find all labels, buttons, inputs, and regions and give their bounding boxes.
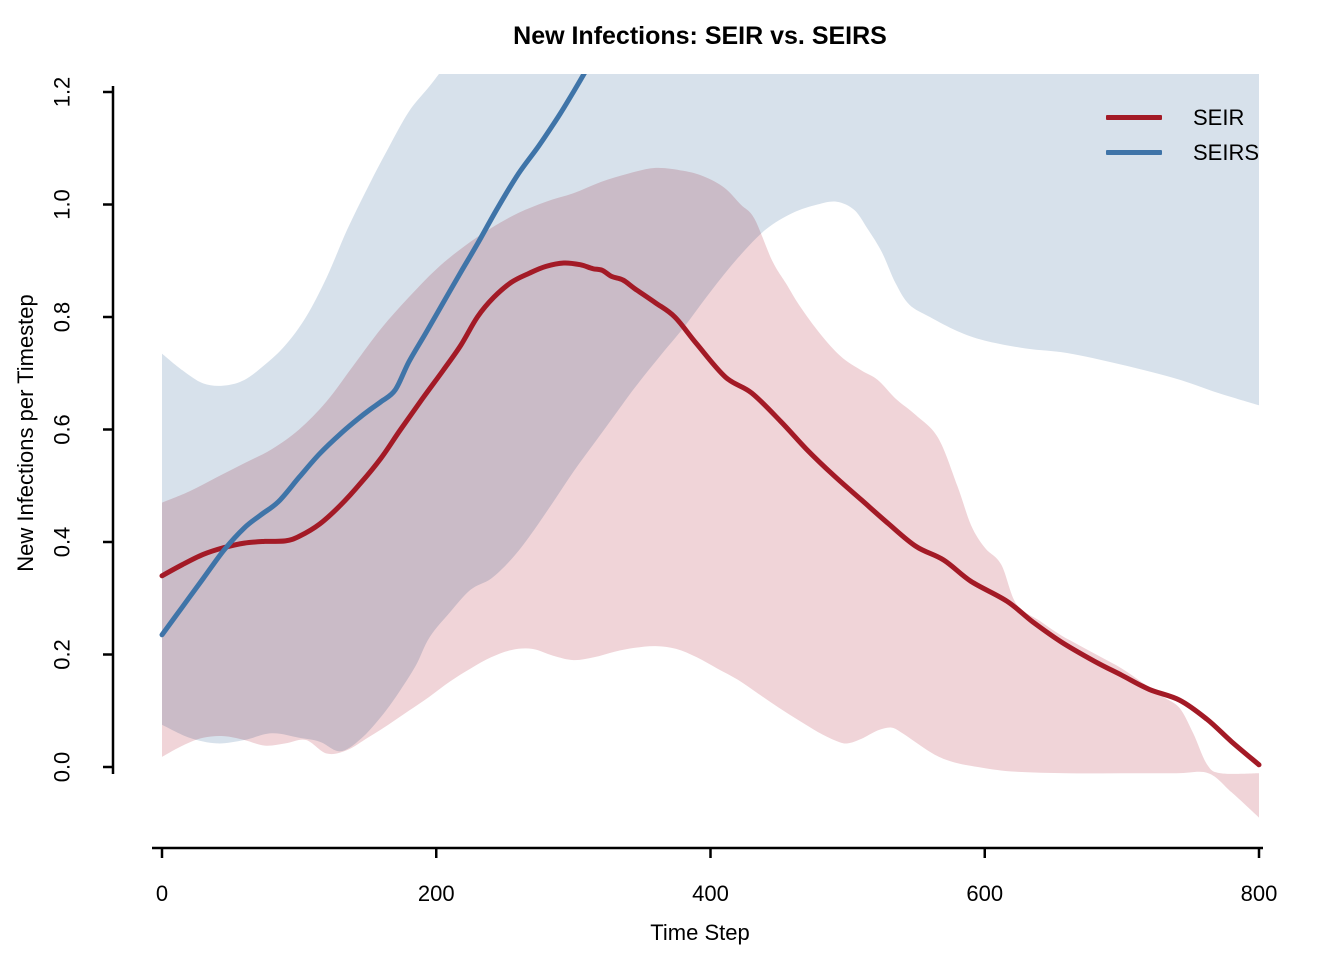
legend-label: SEIRS xyxy=(1193,139,1260,165)
seir-line xyxy=(159,260,1262,768)
y-tick-label: 0.4 xyxy=(50,527,75,558)
y-axis-label: New Infections per Timestep xyxy=(13,294,38,572)
x-tick-label: 400 xyxy=(692,881,729,906)
plot-area xyxy=(159,74,1262,818)
x-tick-label: 600 xyxy=(966,881,1003,906)
y-tick-label: 1.0 xyxy=(50,189,75,220)
seirs-legend-line-swatch xyxy=(1106,150,1162,155)
y-tick-label: 0.2 xyxy=(50,639,75,670)
legend-label: SEIR xyxy=(1193,104,1245,130)
chart-title: New Infections: SEIR vs. SEIRS xyxy=(513,22,887,50)
seirs-line xyxy=(159,74,587,638)
y-tick-label: 0.6 xyxy=(50,414,75,445)
x-axis-label: Time Step xyxy=(650,920,750,945)
seir-legend-line-swatch xyxy=(1106,115,1162,120)
axes xyxy=(103,86,1263,858)
legend: SEIR SEIRS xyxy=(1106,100,1259,170)
y-tick-label: 0.8 xyxy=(50,302,75,333)
y-tick-label: 1.2 xyxy=(50,77,75,108)
x-tick-label: 200 xyxy=(418,881,455,906)
x-tick-label: 800 xyxy=(1241,881,1278,906)
tick-labels: 0 200 400 600 800 0.0 0.2 0.4 0.6 0.8 1.0 1.2 xyxy=(50,77,1278,906)
x-tick-label: 0 xyxy=(156,881,168,906)
y-tick-label: 0.0 xyxy=(50,752,75,783)
legend-item-seirs: SEIRS xyxy=(1106,135,1259,170)
legend-item-seir: SEIR xyxy=(1106,100,1259,135)
seir-confidence-band xyxy=(162,167,1259,818)
